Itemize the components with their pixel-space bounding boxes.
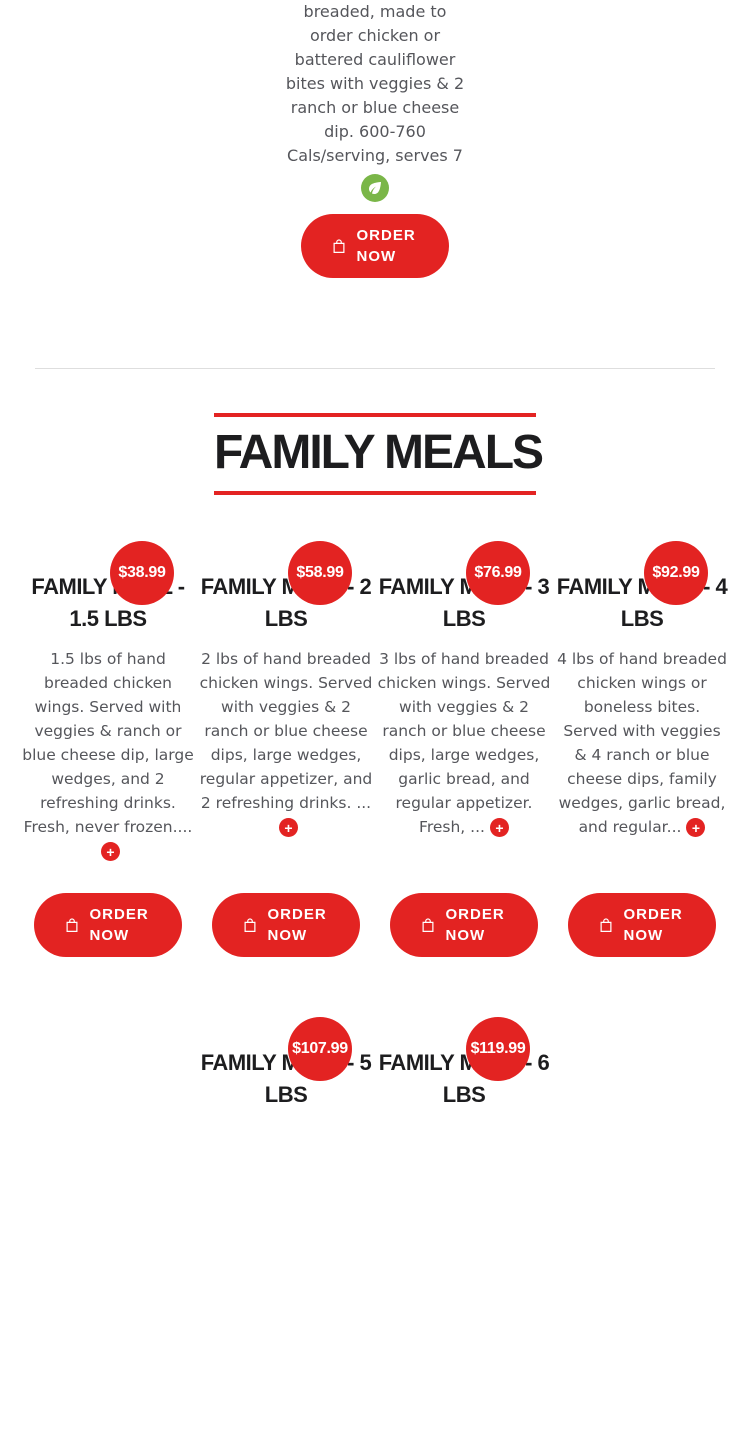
shopping-bag-icon: [63, 916, 81, 934]
price-badge: $38.99: [110, 541, 174, 605]
family-meals-grid: $38.99 FAMILY MEAL - 1.5 LBS 1.5 lbs of …: [19, 541, 731, 1433]
price-badge: $107.99: [288, 1017, 352, 1081]
meal-description-text: 4 lbs of hand breaded chicken wings or b…: [557, 650, 727, 836]
expand-plus-icon[interactable]: +: [101, 842, 120, 861]
meal-card-5-lbs: $107.99 FAMILY MEAL - 5 LBS: [197, 1017, 375, 1433]
meal-card-3-lbs: $76.99 FAMILY MEAL - 3 LBS 3 lbs of hand…: [375, 541, 553, 957]
order-now-button[interactable]: ORDER NOW: [34, 893, 182, 957]
expand-plus-icon[interactable]: +: [279, 818, 298, 837]
price-badge: $119.99: [466, 1017, 530, 1081]
price-text: $92.99: [652, 564, 700, 581]
order-now-button[interactable]: ORDER NOW: [301, 214, 449, 278]
price-text: $76.99: [474, 564, 522, 581]
shopping-bag-icon: [597, 916, 615, 934]
price-text: $119.99: [470, 1040, 526, 1057]
expand-plus-icon[interactable]: +: [686, 818, 706, 837]
order-now-label: ORDER NOW: [623, 906, 683, 944]
meal-card-1-5-lbs: $38.99 FAMILY MEAL - 1.5 LBS 1.5 lbs of …: [19, 541, 197, 957]
shopping-bag-icon: [419, 916, 437, 934]
meal-card-2-lbs: $58.99 FAMILY MEAL - 2 LBS 2 lbs of hand…: [197, 541, 375, 957]
product-description: breaded, made to order chicken or batter…: [285, 2, 465, 165]
leaf-icon: [361, 174, 389, 202]
order-now-label: ORDER NOW: [356, 227, 416, 265]
price-text: $58.99: [296, 564, 344, 581]
meal-description-text: 3 lbs of hand breaded chicken wings. Ser…: [377, 650, 551, 836]
section-divider: [35, 368, 715, 369]
meal-description-text: 1.5 lbs of hand breaded chicken wings. S…: [22, 650, 194, 836]
price-badge: $92.99: [644, 541, 708, 605]
order-now-label: ORDER NOW: [267, 906, 327, 944]
meal-description-text: 2 lbs of hand breaded chicken wings. Ser…: [199, 650, 373, 812]
shopping-bag-icon: [330, 237, 348, 255]
price-badge: $76.99: [466, 541, 530, 605]
order-now-button[interactable]: ORDER NOW: [212, 893, 360, 957]
price-text: $38.99: [118, 564, 166, 581]
price-text: $107.99: [292, 1040, 348, 1057]
top-product-card: breaded, made to order chicken or batter…: [0, 0, 750, 278]
order-now-label: ORDER NOW: [445, 906, 505, 944]
meal-card-4-lbs: $92.99 FAMILY MEAL - 4 LBS 4 lbs of hand…: [553, 541, 731, 957]
section-header: FAMILY MEALS: [214, 413, 544, 495]
order-now-label: ORDER NOW: [89, 906, 149, 944]
meal-card-6-lbs: $119.99 FAMILY MEAL - 6 LBS: [375, 1017, 553, 1433]
meal-description: 3 lbs of hand breaded chicken wings. Ser…: [377, 647, 551, 839]
price-badge: $58.99: [288, 541, 352, 605]
meal-description: 4 lbs of hand breaded chicken wings or b…: [555, 647, 729, 839]
order-now-button[interactable]: ORDER NOW: [390, 893, 538, 957]
meal-description: 1.5 lbs of hand breaded chicken wings. S…: [21, 647, 195, 863]
expand-plus-icon[interactable]: +: [489, 818, 509, 837]
meal-description: 2 lbs of hand breaded chicken wings. Ser…: [199, 647, 373, 839]
shopping-bag-icon: [241, 916, 259, 934]
section-title: FAMILY MEALS: [214, 426, 544, 479]
order-now-button[interactable]: ORDER NOW: [568, 893, 716, 957]
